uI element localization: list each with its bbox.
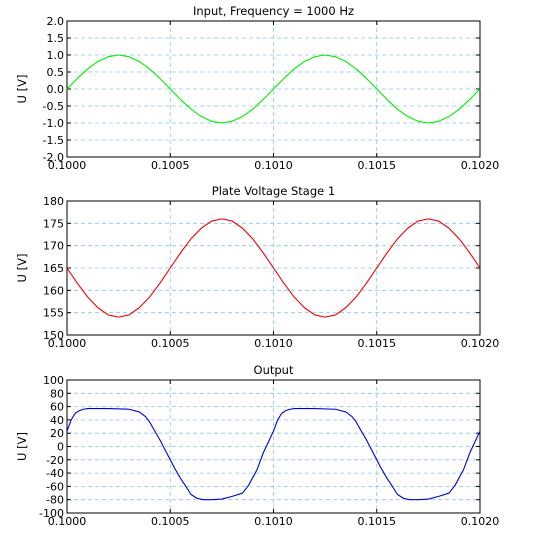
y-tick-label: 175 <box>43 217 64 230</box>
series-line-3 <box>66 408 481 501</box>
x-tick-label: 0.1000 <box>48 159 87 172</box>
y-tick-label: -80 <box>46 494 64 507</box>
y-tick-label: 165 <box>43 262 64 275</box>
y-axis-label: U [V] <box>15 75 29 104</box>
y-tick-label: -2.0 <box>43 151 64 164</box>
chart-panel-2: 0.1000 0.1005 0.1010 0.1015 0.1020 180 175 170 1… <box>15 184 499 350</box>
y-tick-label: 180 <box>43 195 64 208</box>
y-tick-label: -0.5 <box>43 100 64 113</box>
x-tick-label: 0.1020 <box>461 159 500 172</box>
y-axis-label: U [V] <box>15 254 29 283</box>
y-tick-label: -1.5 <box>43 134 64 147</box>
y-tick-label: -40 <box>46 467 64 480</box>
y-tick-label: 0.5 <box>47 66 65 79</box>
y-tick-label: -60 <box>46 480 64 493</box>
y-tick-label: 40 <box>50 414 64 427</box>
chart-title: Output <box>254 363 294 377</box>
y-tick-label: -100 <box>39 507 64 520</box>
x-tick-label: 0.1015 <box>358 159 397 172</box>
y-tick-label: 20 <box>50 427 64 440</box>
series-line-1 <box>66 54 481 124</box>
y-tick-label: 0.0 <box>47 83 65 96</box>
chart-title: Input, Frequency = 1000 Hz <box>193 4 354 18</box>
x-tick-label: 0.1000 <box>48 515 87 528</box>
y-tick-label: 100 <box>43 374 64 387</box>
y-tick-label: -1.0 <box>43 117 64 130</box>
chart-title: Plate Voltage Stage 1 <box>212 184 335 198</box>
x-tick-label: 0.1000 <box>48 337 87 350</box>
x-tick-label: 0.1005 <box>151 337 190 350</box>
y-tick-label: -20 <box>46 454 64 467</box>
y-tick-label: 150 <box>43 329 64 342</box>
y-tick-label: 1.0 <box>47 49 65 62</box>
y-tick-label: 60 <box>50 401 64 414</box>
x-tick-label: 0.1010 <box>254 159 293 172</box>
y-tick-label: 160 <box>43 284 64 297</box>
y-tick-label: 155 <box>43 307 64 320</box>
series-line-2 <box>66 218 481 318</box>
x-tick-label: 0.1005 <box>151 515 190 528</box>
x-tick-label: 0.1005 <box>151 159 190 172</box>
x-tick-label: 0.1020 <box>461 337 500 350</box>
x-tick-label: 0.1020 <box>461 515 500 528</box>
chart-panel-3: 0.1000 0.1005 0.1010 0.1015 0.1020 1008060402… <box>15 363 499 528</box>
y-tick-label: 2.0 <box>47 15 65 28</box>
x-tick-label: 0.1010 <box>254 515 293 528</box>
y-axis-label: U [V] <box>15 432 29 461</box>
y-tick-label: 80 <box>50 387 64 400</box>
y-tick-label: 1.5 <box>47 32 65 45</box>
x-tick-label: 0.1015 <box>358 515 397 528</box>
x-tick-label: 0.1015 <box>358 337 397 350</box>
chart-panel-1: 0.1000 0.1005 0.1010 0.1015 0.1020 2.0 1.5 1.0 0… <box>15 4 499 172</box>
x-tick-label: 0.1010 <box>254 337 293 350</box>
y-tick-label: 170 <box>43 240 64 253</box>
y-tick-label: 0 <box>57 441 64 454</box>
